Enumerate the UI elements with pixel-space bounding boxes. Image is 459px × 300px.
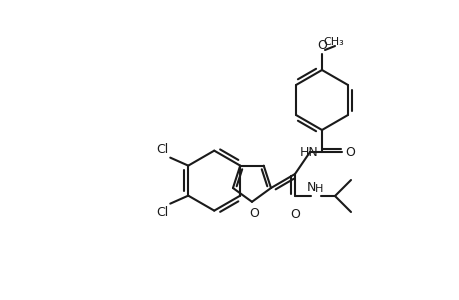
Text: H: H (314, 184, 323, 194)
Text: Cl: Cl (156, 142, 168, 156)
Text: N: N (306, 181, 315, 194)
Text: O: O (316, 39, 326, 52)
Text: Cl: Cl (156, 206, 168, 219)
Text: O: O (290, 208, 299, 221)
Text: CH₃: CH₃ (322, 37, 343, 47)
Text: HN: HN (299, 146, 318, 158)
Text: O: O (248, 207, 258, 220)
Text: O: O (344, 146, 354, 158)
